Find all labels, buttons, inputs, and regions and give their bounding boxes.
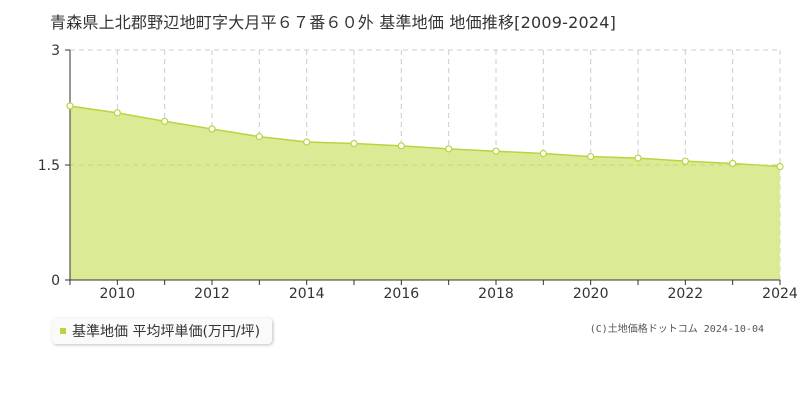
legend-marker-icon (60, 328, 66, 334)
x-tick-label: 2022 (668, 286, 704, 302)
data-point (255, 133, 263, 141)
x-tick-label: 2020 (573, 286, 609, 302)
y-tick-label: 0 (51, 273, 60, 289)
data-point (492, 147, 500, 155)
data-point (397, 142, 405, 150)
y-tick-label: 3 (51, 43, 60, 59)
data-point (161, 117, 169, 125)
x-tick-label: 2024 (762, 286, 798, 302)
y-tick-label: 1.5 (38, 158, 60, 174)
x-tick-label: 2016 (384, 286, 420, 302)
x-tick-label: 2012 (194, 286, 230, 302)
x-tick-label: 2014 (289, 286, 325, 302)
x-tick-label: 2018 (478, 286, 514, 302)
data-point (350, 139, 358, 148)
legend-label: 基準地価 平均坪単価(万円/坪) (72, 324, 261, 340)
data-point (208, 125, 216, 133)
data-point (729, 159, 737, 168)
data-points (66, 102, 784, 171)
data-point (445, 145, 453, 153)
area-fill (70, 105, 780, 280)
chart-title: 青森県上北郡野辺地町字大月平６７番６０外 基準地価 地価推移[2009-2024… (50, 13, 617, 32)
data-point (303, 138, 311, 146)
axes (65, 49, 781, 285)
data-point (587, 152, 595, 161)
x-tick-label: 2010 (100, 286, 136, 302)
legend[interactable]: 基準地価 平均坪単価(万円/坪) (52, 318, 273, 344)
data-point (776, 162, 784, 171)
data-point (113, 109, 121, 117)
tick-labels: 0 1.5 3 2010 2012 2014 2016 2018 2020 2022 2024 (38, 43, 798, 302)
data-point (681, 157, 689, 165)
series-line (69, 105, 781, 168)
data-point (66, 102, 74, 110)
copyright-credit: (C)土地価格ドットコム 2024-10-04 (589, 324, 764, 335)
data-point (634, 154, 642, 162)
data-point (539, 149, 547, 158)
area-series (69, 105, 781, 280)
